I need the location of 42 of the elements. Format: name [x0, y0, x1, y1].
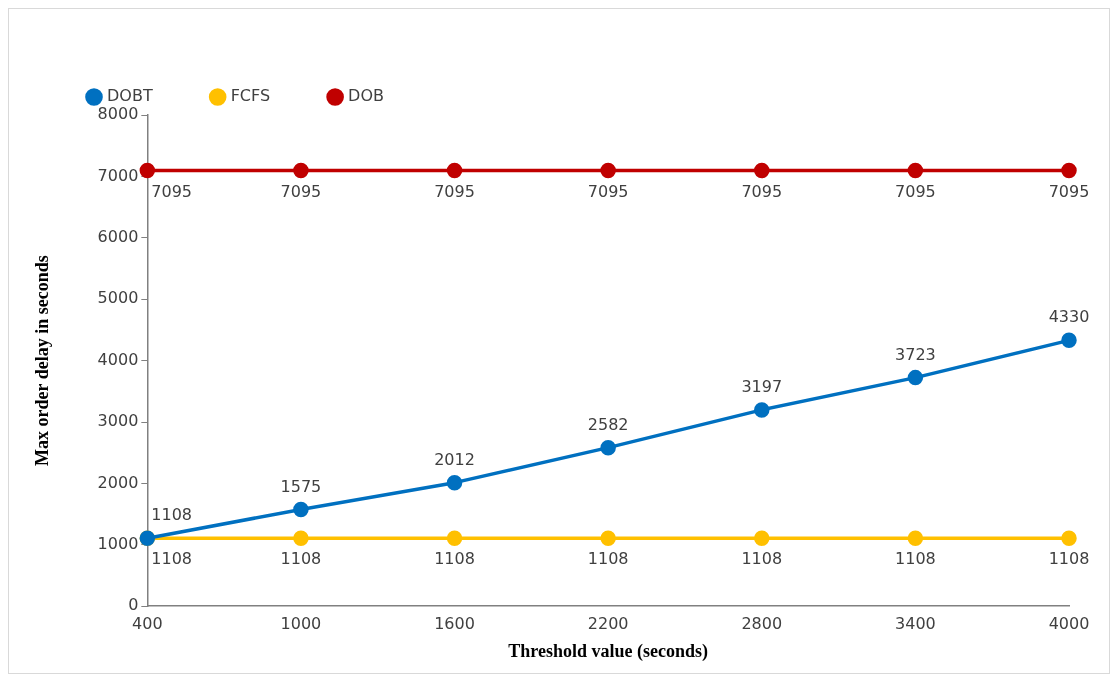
legend-label: FCFS — [230, 86, 271, 106]
y-tick-label: 8000 — [97, 104, 139, 124]
x-tick-label: 2200 — [587, 613, 629, 633]
y-tick-label: 2000 — [97, 472, 139, 492]
data-label: 7095 — [895, 181, 936, 201]
x-tick-label: 2800 — [741, 613, 783, 633]
x-tick-label: 4000 — [1048, 613, 1090, 633]
data-label: 3723 — [895, 344, 936, 364]
y-tick-label: 0 — [128, 595, 139, 615]
data-label: 3197 — [741, 377, 783, 397]
y-tick-label: 5000 — [97, 288, 139, 308]
data-label: 7095 — [280, 181, 322, 201]
data-label: 1108 — [587, 549, 629, 569]
data-label: 2012 — [434, 449, 475, 469]
x-tick-label: 3400 — [895, 613, 936, 633]
x-tick-label: 1600 — [434, 613, 475, 633]
data-label: 1108 — [895, 549, 936, 569]
data-label: 7095 — [741, 181, 783, 201]
y-tick-label: 6000 — [97, 226, 139, 246]
data-label: 2582 — [587, 414, 629, 434]
x-tick-label: 400 — [132, 613, 163, 633]
y-axis-title: Max order delay in seconds — [32, 255, 53, 466]
data-label: 1108 — [151, 549, 193, 569]
y-tick-label: 4000 — [97, 349, 139, 369]
legend-label: DOBT — [107, 86, 153, 106]
legend-label: DOB — [348, 86, 385, 106]
data-label: 1108 — [434, 549, 475, 569]
y-tick-label: 7000 — [97, 165, 139, 185]
data-label: 1108 — [741, 549, 783, 569]
data-label: 7095 — [1048, 181, 1090, 201]
y-tick-label: 3000 — [97, 411, 139, 431]
y-tick-label: 1000 — [97, 533, 139, 553]
data-label: 1108 — [1048, 549, 1090, 569]
data-label: 1575 — [280, 476, 322, 496]
data-label: 7095 — [434, 181, 475, 201]
x-tick-label: 1000 — [280, 613, 322, 633]
data-label: 7095 — [587, 181, 629, 201]
x-axis-title: Threshold value (seconds) — [508, 640, 709, 662]
data-label: 4330 — [1048, 307, 1090, 327]
data-label: 7095 — [151, 181, 193, 201]
data-label: 1108 — [151, 505, 193, 525]
data-label: 1108 — [280, 549, 322, 569]
